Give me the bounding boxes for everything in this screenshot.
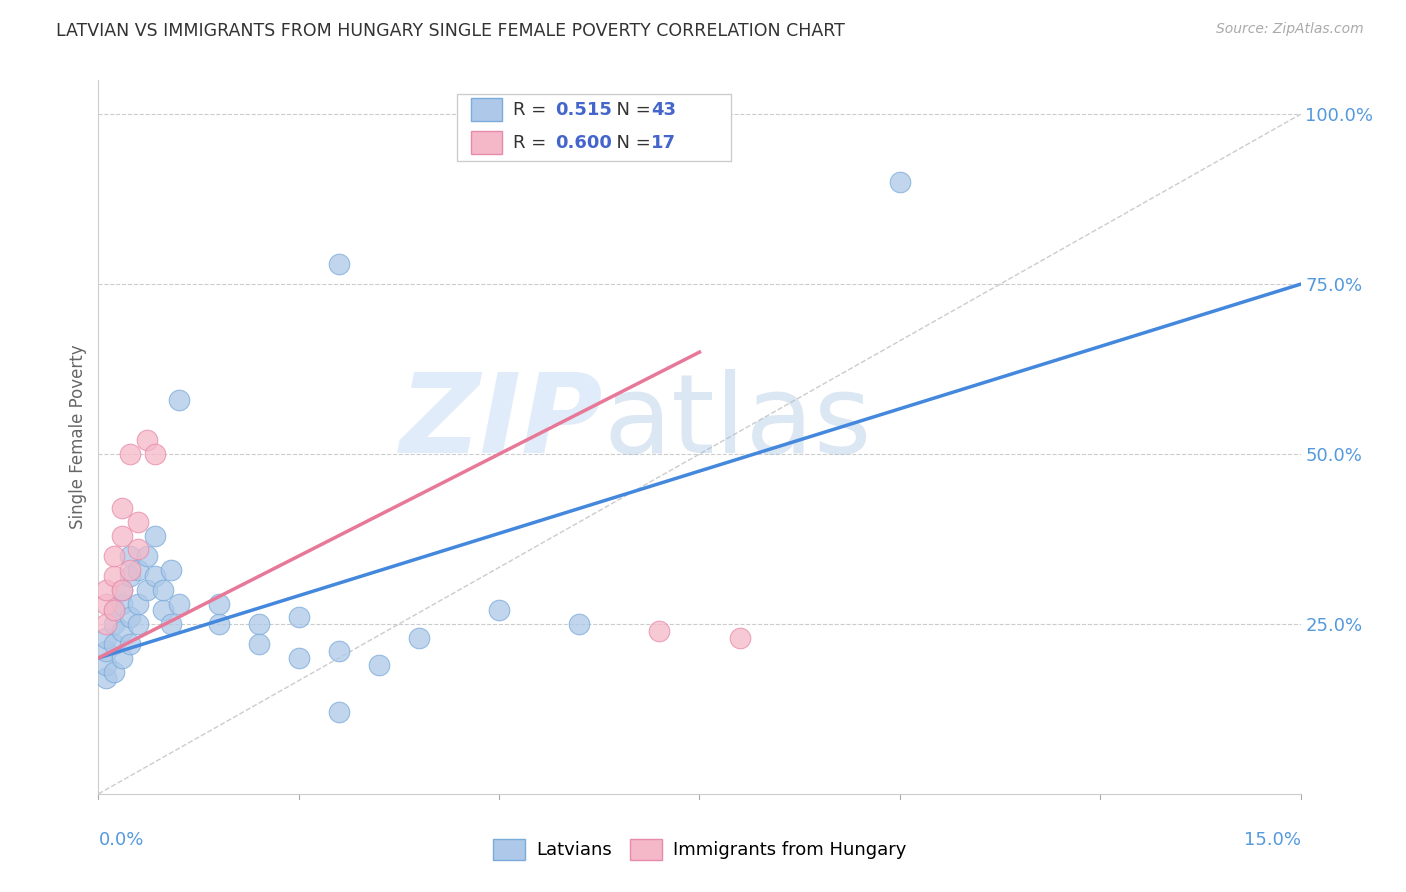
Point <box>96 617 118 632</box>
Text: 0.0%: 0.0% <box>98 831 143 849</box>
Point <box>111 528 134 542</box>
Point <box>368 657 391 672</box>
Text: 15.0%: 15.0% <box>1243 831 1301 849</box>
Point <box>120 563 142 577</box>
Text: ZIP: ZIP <box>399 369 603 476</box>
Text: N =: N = <box>605 134 657 152</box>
Point <box>111 624 134 638</box>
Point <box>96 597 118 611</box>
Text: atlas: atlas <box>603 369 872 476</box>
Point <box>288 651 311 665</box>
Point <box>648 624 671 638</box>
Point <box>103 569 125 583</box>
Text: 0.600: 0.600 <box>555 134 612 152</box>
Point <box>96 582 118 597</box>
Point <box>120 569 142 583</box>
Point <box>152 582 174 597</box>
Point <box>288 610 311 624</box>
Point <box>128 597 150 611</box>
Text: 17: 17 <box>651 134 676 152</box>
Point <box>167 392 190 407</box>
Point <box>408 631 430 645</box>
Point <box>247 617 270 632</box>
Point <box>128 563 150 577</box>
Point <box>328 644 350 658</box>
Point <box>247 637 270 651</box>
Text: 0.515: 0.515 <box>555 101 612 119</box>
Point <box>208 597 231 611</box>
Point <box>135 549 157 563</box>
Point <box>328 706 350 720</box>
Point <box>103 637 125 651</box>
Point <box>159 563 181 577</box>
Point <box>128 515 150 529</box>
Point <box>96 631 118 645</box>
Point <box>152 603 174 617</box>
Point <box>103 665 125 679</box>
Text: N =: N = <box>605 101 657 119</box>
Point <box>143 528 166 542</box>
Point <box>568 617 591 632</box>
Text: R =: R = <box>513 134 553 152</box>
Point <box>111 582 134 597</box>
Point <box>208 617 231 632</box>
Point <box>111 651 134 665</box>
Point <box>143 447 166 461</box>
Text: Source: ZipAtlas.com: Source: ZipAtlas.com <box>1216 22 1364 37</box>
Point <box>103 549 125 563</box>
Text: LATVIAN VS IMMIGRANTS FROM HUNGARY SINGLE FEMALE POVERTY CORRELATION CHART: LATVIAN VS IMMIGRANTS FROM HUNGARY SINGL… <box>56 22 845 40</box>
Legend: Latvians, Immigrants from Hungary: Latvians, Immigrants from Hungary <box>485 831 914 867</box>
Point <box>111 582 134 597</box>
Point <box>120 610 142 624</box>
Point <box>120 447 142 461</box>
Point <box>143 569 166 583</box>
Text: R =: R = <box>513 101 553 119</box>
Point <box>889 175 911 189</box>
Point <box>488 603 510 617</box>
Point <box>135 434 157 448</box>
Point <box>103 617 125 632</box>
Point <box>728 631 751 645</box>
Point <box>103 603 125 617</box>
Point <box>159 617 181 632</box>
Point <box>128 542 150 557</box>
Point <box>120 637 142 651</box>
Point <box>103 603 125 617</box>
Y-axis label: Single Female Poverty: Single Female Poverty <box>69 345 87 529</box>
Text: 43: 43 <box>651 101 676 119</box>
Point <box>128 617 150 632</box>
Point <box>96 671 118 685</box>
Point <box>111 597 134 611</box>
Point <box>135 582 157 597</box>
Point <box>328 257 350 271</box>
Point <box>167 597 190 611</box>
Point <box>111 501 134 516</box>
Point <box>96 644 118 658</box>
Point <box>120 549 142 563</box>
Point <box>96 657 118 672</box>
